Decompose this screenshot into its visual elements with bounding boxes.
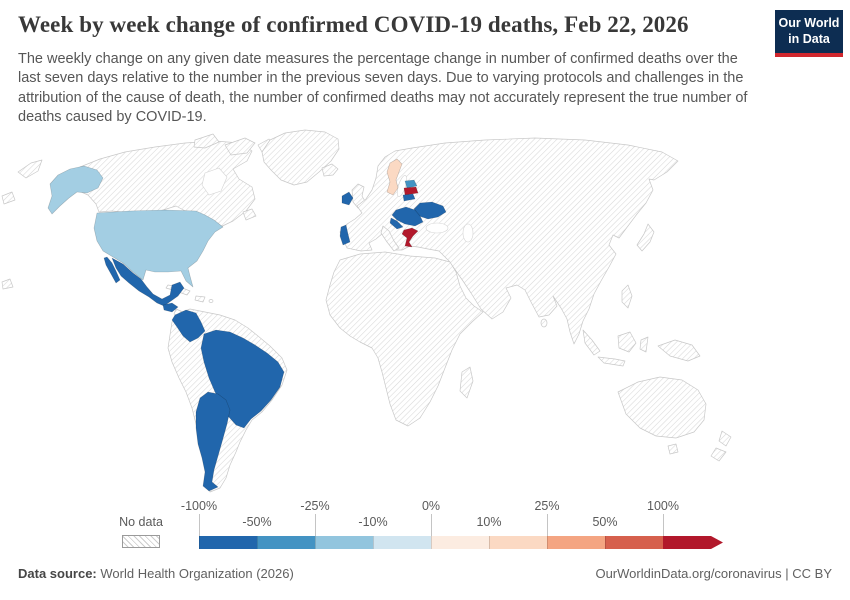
legend-bin-swatch[interactable] [373,536,431,549]
legend-tick-label: 10% [476,515,502,529]
footer-link[interactable]: OurWorldinData.org/coronavirus [595,566,782,581]
black-sea [425,222,449,234]
caspian-sea [462,223,474,243]
legend-bin-swatch[interactable] [431,536,489,549]
legend-bin-swatch[interactable] [315,536,373,549]
hudson-bay [201,167,228,196]
footer-source: Data source: World Health Organization (… [18,566,294,581]
legend-tick-mark [547,514,548,536]
legend-tick-label: 0% [421,499,441,513]
legend-tick-mark [199,514,200,536]
landmass-newfoundland [242,208,257,221]
country-greece[interactable] [401,227,419,248]
legend-tick-label: -10% [358,515,388,529]
legend-tick-label: -100% [180,499,218,513]
landmass-sri-lanka [540,318,548,328]
country-latvia[interactable] [403,186,419,196]
legend-tick-mark [663,514,664,536]
country-guatemala[interactable] [162,302,179,313]
legend-bin-swatch[interactable] [547,536,605,549]
country-lithuania[interactable] [402,193,416,202]
page-title: Week by week change of confirmed COVID-1… [18,12,689,37]
legend-tick-label: 100% [647,499,679,513]
legend-tick-mark [431,514,432,536]
footer-source-label: Data source: [18,566,97,581]
legend-tick-label: -50% [242,515,272,529]
footer-license: CC BY [792,566,832,581]
country-portugal[interactable] [339,224,351,246]
country-sweden[interactable] [386,158,403,196]
landmass-japan [636,223,655,252]
landmass-greenland [261,129,340,186]
legend-tick-label: -25% [300,499,330,513]
legend-tick-label: 25% [534,499,560,513]
baltic-sea [396,175,408,197]
country-estonia[interactable] [404,179,418,189]
country-croatia[interactable] [389,217,404,230]
landmass-eurasia [339,137,679,345]
landmass-madagascar [459,366,474,399]
owid-logo-line1: Our World [778,16,840,30]
legend-colorbar [199,536,723,549]
chart-subtitle: The weekly change on any given date meas… [18,51,748,125]
owid-logo[interactable]: Our World in Data [775,10,843,57]
country-mexico[interactable] [103,256,185,307]
legend-no-data-swatch[interactable] [122,535,160,548]
legend-no-data-label: No data [119,515,163,529]
landmass-italy [380,225,400,252]
landmass-iceland [321,163,339,177]
country-united-states[interactable] [93,209,224,288]
landmass-australia [617,376,707,455]
legend-bin-swatch[interactable] [199,536,257,549]
landmass-africa [325,251,484,427]
owid-logo-line2: in Data [788,32,830,47]
landmass-edge-fragments [1,159,43,290]
footer-credits: OurWorldinData.org/coronavirus | CC BY [595,566,832,581]
legend-bin-swatch[interactable] [489,536,547,549]
landmass-puerto-rico [208,299,214,303]
country-central-europe-blob[interactable] [391,206,424,227]
legend-tick-label: 50% [592,515,618,529]
country-ireland[interactable] [341,191,354,206]
landmass-southeast-asia-islands [582,284,701,367]
footer-source-value: World Health Organization (2026) [100,566,294,581]
footer-separator: | [785,566,789,581]
legend-bin-swatch[interactable] [663,536,723,549]
legend-bin-swatch[interactable] [257,536,315,549]
legend-bin-swatch[interactable] [605,536,663,549]
country-argentina-chile[interactable] [195,391,231,492]
country-alaska[interactable] [47,165,104,215]
landmass-new-zealand [710,430,732,462]
country-colombia[interactable] [171,309,206,343]
legend-tick-mark [315,514,316,536]
